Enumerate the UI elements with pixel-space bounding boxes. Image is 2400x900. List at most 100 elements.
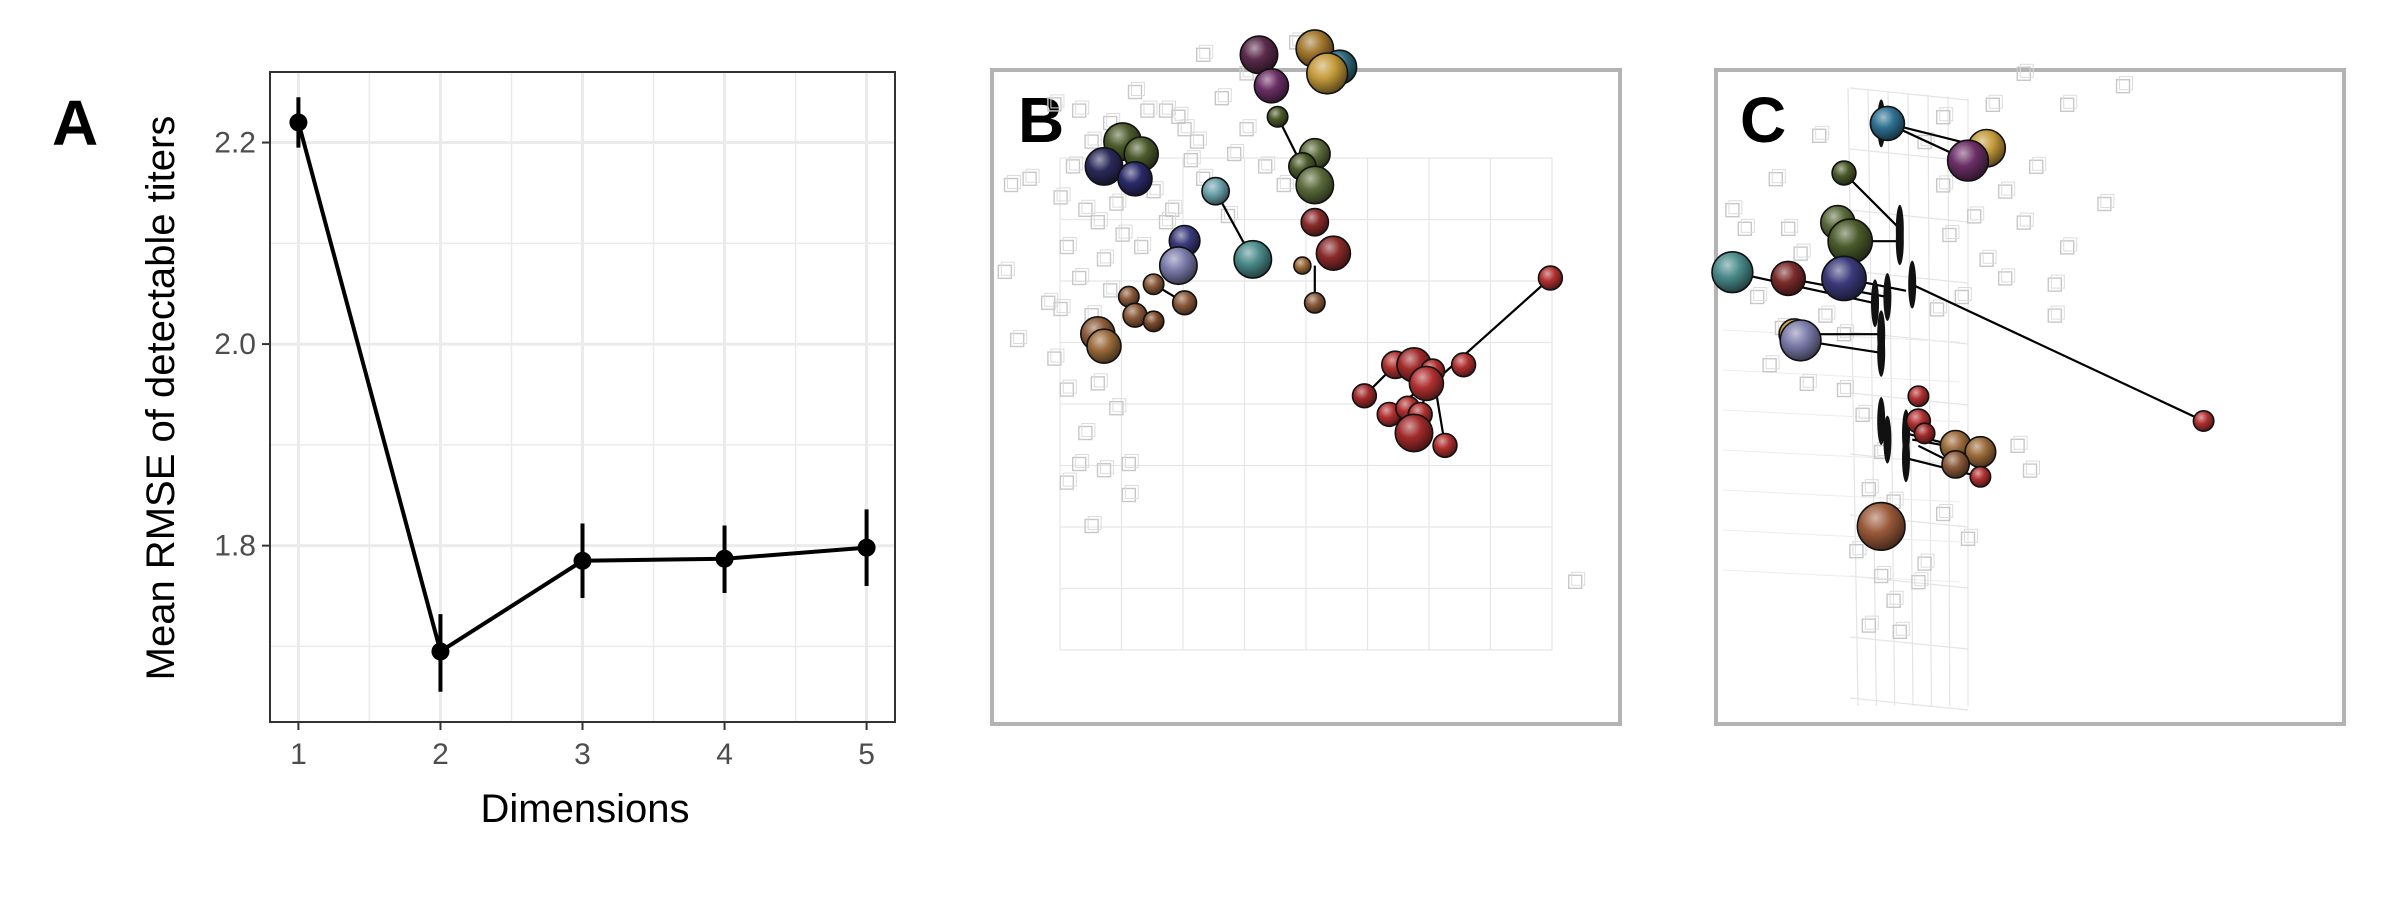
map-grid-line xyxy=(1849,575,1969,589)
serum-marker-shadow xyxy=(2050,305,2065,320)
serum-marker xyxy=(2010,438,2025,453)
serum-marker xyxy=(1158,214,1174,230)
serum-marker-shadow xyxy=(1124,454,1139,468)
serum-marker-shadow xyxy=(1100,460,1114,475)
serum-marker-shadow xyxy=(1815,125,1830,140)
antigen-point xyxy=(1869,105,1906,142)
serum-marker xyxy=(1811,128,1827,144)
serum-marker xyxy=(1873,568,1889,584)
serum-marker xyxy=(1935,506,1951,522)
panel-a-line-chart: A 1 2 3 4 5 1.8 2.0 2.2 Dimensions Mean RMSE o… xyxy=(52,71,896,831)
serum-marker-shadow xyxy=(1753,287,1768,301)
antigen-point xyxy=(1084,146,1124,186)
serum-marker-shadow xyxy=(1821,305,1836,320)
serum-marker xyxy=(2028,159,2044,175)
serum-marker xyxy=(1855,407,1870,422)
serum-marker xyxy=(1911,575,1926,590)
antigen-point xyxy=(1408,365,1445,402)
y-axis-title: Mean RMSE of detectable titers xyxy=(139,116,183,681)
antigen-point xyxy=(1142,273,1165,296)
antigen-point xyxy=(1295,165,1335,205)
map-grid-line xyxy=(1849,697,1969,711)
antigen-point xyxy=(1086,328,1122,365)
serum-marker-shadow xyxy=(1802,373,1817,388)
serum-marker-shadow xyxy=(1889,491,1904,506)
serum-marker xyxy=(1195,47,1211,62)
serum-marker-shadow xyxy=(1062,379,1077,394)
x-tick-label: 3 xyxy=(574,738,591,771)
antigen-point xyxy=(1266,105,1289,128)
serum-marker-shadow xyxy=(1007,175,1021,189)
serum-marker xyxy=(1749,289,1765,305)
serum-marker-shadow xyxy=(2001,268,2016,283)
antigen-point xyxy=(1253,68,1290,104)
serum-marker xyxy=(1109,196,1124,211)
data-point xyxy=(715,549,734,568)
antigen-point xyxy=(1856,501,1906,552)
panel-c-grid xyxy=(1721,87,1969,711)
serum-marker-shadow xyxy=(1106,280,1121,295)
serum-marker-shadow xyxy=(1087,131,1102,146)
serum-marker xyxy=(2059,97,2075,113)
serum-marker xyxy=(1917,556,1932,571)
serum-marker xyxy=(1861,618,1877,633)
serum-marker xyxy=(1071,103,1087,118)
serum-marker-shadow xyxy=(1279,175,1294,189)
serum-marker-shadow xyxy=(1044,292,1059,307)
map-grid-line xyxy=(1849,87,1969,101)
serum-marker xyxy=(1065,159,1081,174)
serum-marker xyxy=(1121,487,1137,503)
panel-c-antigens xyxy=(1711,105,2215,552)
serum-marker xyxy=(1257,159,1273,174)
panel-c-discs xyxy=(1871,99,1917,551)
antigen-point xyxy=(1303,291,1326,314)
x-tick-label: 1 xyxy=(290,738,307,771)
y-tick-label: 2.0 xyxy=(214,328,256,361)
map-grid-line xyxy=(1849,209,1969,223)
x-tick-label: 2 xyxy=(432,738,449,771)
serum-marker-shadow xyxy=(1193,131,1207,146)
panel-a-gridlines xyxy=(270,72,895,722)
antigen-point xyxy=(1831,160,1857,186)
serum-marker-shadow xyxy=(2019,212,2034,227)
panel-b-antigenic-map-2d: B xyxy=(990,29,1622,726)
serum-marker xyxy=(2047,308,2063,323)
map-link xyxy=(1843,172,1901,230)
serum-marker xyxy=(2115,78,2131,94)
serum-disc xyxy=(1902,434,1910,483)
serum-marker xyxy=(1084,518,1099,534)
serum-disc xyxy=(1877,310,1886,359)
serum-marker xyxy=(1886,593,1901,608)
serum-disc xyxy=(1883,273,1892,321)
serum-marker xyxy=(1183,152,1199,168)
serum-marker xyxy=(1084,134,1099,149)
serum-marker-shadow xyxy=(1069,156,1083,171)
antigen-point xyxy=(1117,161,1153,197)
serum-marker-shadow xyxy=(1093,212,1108,227)
panel-a-x-ticks: 1 2 3 4 5 xyxy=(290,722,875,771)
serum-marker xyxy=(1140,103,1155,118)
serum-marker xyxy=(997,264,1012,279)
serum-marker-shadow xyxy=(1982,249,1997,264)
serum-marker-shadow xyxy=(1137,237,1152,251)
serum-marker xyxy=(1836,382,1852,398)
antigen-point xyxy=(1171,290,1198,316)
serum-marker-shadow xyxy=(1771,169,1786,184)
serum-marker-shadow xyxy=(1933,299,1947,314)
antigen-point xyxy=(1158,246,1198,286)
serum-marker xyxy=(1768,171,1784,187)
antigen-point xyxy=(1394,413,1434,453)
serum-marker-shadow xyxy=(2119,76,2133,91)
serum-marker-shadow xyxy=(1131,82,1145,96)
serum-marker-shadow xyxy=(2100,194,2115,208)
serum-marker-shadow xyxy=(1964,528,1978,543)
serum-marker-shadow xyxy=(1895,621,1910,636)
serum-marker xyxy=(1171,109,1186,125)
serum-marker xyxy=(1059,475,1075,490)
serum-marker xyxy=(1090,214,1106,230)
serum-marker xyxy=(1090,376,1106,391)
serum-marker xyxy=(1121,456,1137,472)
serum-marker xyxy=(1966,209,1982,224)
serum-marker xyxy=(1935,178,1951,193)
